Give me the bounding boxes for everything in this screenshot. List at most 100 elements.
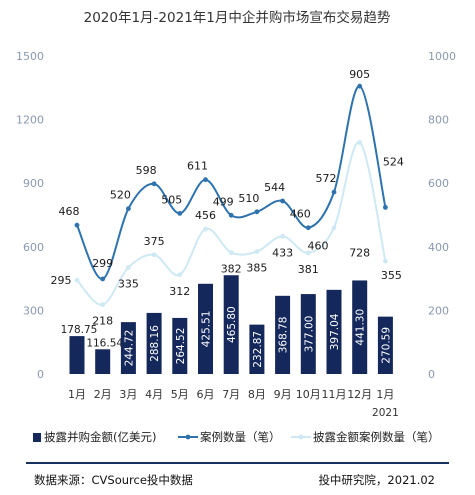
line-series: 468 299 520 598 505 611 499 510 544 460 572 905 524 2… (51, 68, 404, 327)
x-axis-labels: 1月 2月 3月 4月 5月 6月 7月 8月 9月 10月 11月 12月 1月 2021 (68, 388, 399, 419)
line-value-label: 524 (383, 155, 404, 168)
credit-line: 投中研究院，2021.02 (318, 473, 435, 487)
data-point (177, 211, 183, 216)
data-point (280, 233, 285, 239)
bar (352, 280, 368, 374)
bar (146, 312, 162, 374)
line-value-label: 905 (349, 68, 370, 81)
line-value-label: 433 (272, 246, 293, 259)
bar-value-label: 244.72 (123, 330, 135, 367)
data-point (228, 250, 234, 255)
y-axis-right: 0 200 400 600 800 1000 (428, 50, 456, 381)
y-left-tick-label: 1500 (16, 50, 44, 63)
y-right-tick-label: 1000 (428, 50, 456, 63)
bar (326, 289, 342, 374)
x-tick-label: 9月 (274, 388, 292, 401)
data-point (151, 252, 157, 258)
line-value-label: 598 (136, 164, 157, 177)
x-tick-label: 11月 (322, 388, 347, 401)
line-value-label: 355 (381, 269, 402, 282)
x-tick-label: 1月 (376, 388, 394, 401)
line-value-label: 385 (246, 262, 267, 275)
data-point (125, 265, 131, 270)
x-tick-label: 1月 (68, 388, 86, 401)
line-value-label: 382 (221, 263, 242, 276)
y-left-tick-label: 900 (23, 177, 44, 190)
bar (95, 349, 111, 374)
x-tick-label: 4月 (145, 388, 163, 401)
data-point (74, 277, 80, 283)
bar (69, 336, 85, 374)
bar (275, 295, 291, 374)
y-left-tick-label: 600 (23, 241, 44, 254)
data-point (383, 258, 388, 264)
bar-value-label: 441.30 (355, 309, 367, 346)
bar-value-label: 288.16 (149, 325, 161, 362)
line-value-label: 381 (298, 263, 319, 276)
bar-value-label: 368.78 (278, 317, 290, 354)
line-value-label: 460 (308, 240, 329, 253)
bar (300, 294, 316, 374)
line-value-label: 611 (187, 160, 208, 173)
legend-swatch-marker (298, 434, 304, 440)
bar (223, 275, 239, 374)
legend-swatch-marker (185, 434, 191, 440)
line-value-label: 468 (59, 205, 80, 218)
data-point (100, 302, 106, 308)
bar (172, 317, 188, 374)
y-right-tick-label: 400 (428, 241, 449, 254)
chart: 2020年1月-2021年1月中企并购市场宣布交易趋势 0 300 600 900 12… (16, 9, 456, 444)
x-tick-label: 10月 (296, 388, 321, 401)
line-value-label: 335 (118, 277, 139, 290)
y-right-tick-label: 200 (428, 304, 449, 317)
data-point (280, 198, 285, 204)
bar (198, 283, 213, 374)
x-tick-label: 8月 (248, 388, 266, 401)
bar-value-label: 116.54 (86, 337, 123, 349)
bar-value-label: 232.87 (252, 331, 264, 368)
data-point (203, 226, 208, 232)
chart-title: 2020年1月-2021年1月中企并购市场宣布交易趋势 (84, 9, 391, 26)
x-tick-label: 3月 (119, 388, 137, 401)
bar (120, 322, 136, 374)
line-value-label: 312 (169, 285, 190, 298)
line-value-label: 295 (51, 274, 72, 287)
legend: 披露并购金额(亿美元) 案例数量（笔） 披露金额案例数量（笔） (33, 430, 440, 444)
y-left-tick-label: 1200 (16, 114, 44, 127)
line-value-label: 456 (195, 209, 216, 222)
bar (249, 324, 265, 374)
data-point (228, 212, 234, 218)
y-right-tick-label: 800 (428, 114, 449, 127)
data-point (151, 181, 157, 187)
y-left-tick-label: 0 (37, 368, 44, 381)
data-point (331, 225, 337, 231)
x-tick-label: 6月 (197, 388, 215, 401)
bar-value-label: 465.80 (226, 306, 238, 343)
data-point (383, 204, 388, 210)
bar-value-label: 264.52 (175, 328, 187, 365)
line-value-label: 299 (92, 257, 113, 270)
y-axis-left: 0 300 600 900 1200 1500 (16, 50, 44, 381)
data-source: 数据来源：CVSource投中数据 (34, 473, 193, 487)
line-value-label: 499 (213, 195, 234, 208)
data-point (125, 206, 131, 212)
legend-label: 披露金额案例数量（笔） (313, 430, 440, 444)
bar-value-label: 178.75 (61, 324, 98, 336)
data-point (203, 177, 208, 183)
line-value-label: 460 (290, 208, 311, 221)
legend-label: 披露并购金额(亿美元) (44, 430, 156, 444)
data-point (254, 209, 260, 215)
x-tick-label: 7月 (222, 388, 240, 401)
x-tick-label: 5月 (171, 388, 189, 401)
bar-value-label: 425.51 (201, 311, 213, 348)
bar-value-label: 377.00 (303, 316, 315, 353)
legend-label: 案例数量（笔） (200, 430, 281, 444)
data-point (100, 276, 106, 282)
line-value-label: 218 (92, 315, 113, 328)
data-point (254, 249, 260, 254)
y-right-tick-label: 600 (428, 177, 449, 190)
bar-value-label: 270.59 (380, 327, 392, 364)
data-point (74, 222, 80, 228)
data-point (331, 189, 337, 195)
line-value-label: 510 (238, 192, 259, 205)
